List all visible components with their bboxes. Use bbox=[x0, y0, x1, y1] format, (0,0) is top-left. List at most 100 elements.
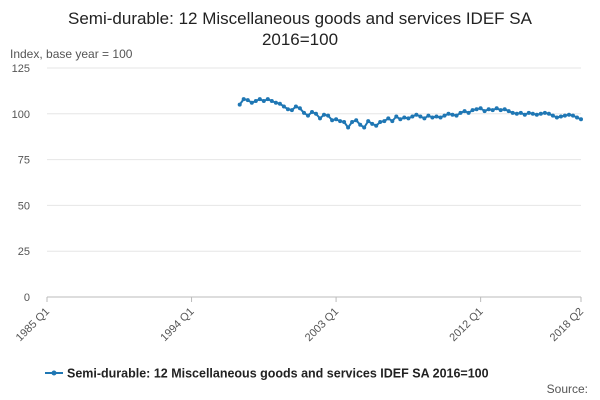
data-point bbox=[546, 111, 551, 116]
x-tick-label: 1994 Q1 bbox=[158, 306, 196, 344]
data-point bbox=[245, 98, 250, 103]
data-point bbox=[470, 108, 475, 113]
data-point bbox=[354, 118, 359, 123]
data-point bbox=[386, 116, 391, 121]
data-point bbox=[554, 115, 559, 120]
y-tick-label: 100 bbox=[12, 109, 30, 121]
data-point bbox=[458, 110, 463, 115]
data-point bbox=[253, 99, 258, 103]
data-point bbox=[466, 110, 471, 115]
data-point bbox=[358, 122, 363, 127]
data-point bbox=[366, 119, 371, 124]
data-point bbox=[506, 109, 511, 114]
data-point bbox=[289, 108, 294, 113]
data-point bbox=[394, 114, 399, 119]
data-point bbox=[446, 111, 451, 116]
data-point bbox=[410, 114, 415, 119]
y-tick-label: 50 bbox=[18, 200, 30, 212]
x-tick-label: 1985 Q1 bbox=[14, 306, 52, 344]
data-point bbox=[530, 111, 535, 116]
data-point bbox=[502, 107, 507, 112]
data-point bbox=[426, 113, 431, 118]
data-point bbox=[318, 116, 322, 121]
data-point bbox=[350, 120, 355, 124]
data-point bbox=[494, 106, 499, 111]
data-point bbox=[406, 116, 411, 121]
chart-title-line-1: Semi-durable: 12 Miscellaneous goods and… bbox=[68, 9, 533, 28]
x-tick-label: 2018 Q2 bbox=[548, 306, 586, 344]
data-point bbox=[257, 97, 262, 102]
data-point bbox=[422, 116, 427, 121]
data-point bbox=[277, 101, 282, 106]
data-point bbox=[562, 113, 567, 118]
y-tick-label: 75 bbox=[18, 155, 30, 167]
data-point bbox=[418, 114, 423, 119]
data-point bbox=[237, 102, 242, 107]
data-point bbox=[538, 111, 543, 116]
data-point bbox=[374, 123, 379, 128]
data-point bbox=[534, 112, 539, 117]
data-point bbox=[330, 118, 335, 123]
data-point bbox=[567, 112, 571, 117]
data-point bbox=[378, 120, 383, 124]
data-point bbox=[558, 114, 563, 119]
series-layer bbox=[237, 97, 583, 130]
data-point bbox=[414, 112, 419, 117]
data-point bbox=[362, 125, 367, 130]
data-point bbox=[486, 107, 491, 112]
data-point bbox=[434, 114, 439, 119]
x-tick-label: 2012 Q1 bbox=[447, 306, 485, 344]
data-point bbox=[474, 107, 479, 112]
chart-title-line-2: 2016=100 bbox=[262, 30, 338, 49]
gridlines bbox=[47, 67, 581, 252]
data-point bbox=[338, 119, 343, 124]
data-point bbox=[522, 112, 527, 117]
data-point bbox=[550, 113, 555, 118]
data-point bbox=[269, 99, 274, 103]
data-point bbox=[518, 110, 523, 115]
data-point bbox=[302, 110, 306, 115]
data-point bbox=[442, 113, 447, 118]
data-point bbox=[326, 113, 331, 118]
source-label: Source: bbox=[547, 382, 588, 396]
data-point bbox=[462, 109, 467, 114]
data-point bbox=[285, 107, 290, 112]
data-point bbox=[482, 109, 487, 114]
data-point bbox=[514, 111, 519, 116]
data-point bbox=[571, 113, 575, 118]
y-tick-label: 25 bbox=[18, 246, 30, 258]
data-point bbox=[346, 125, 351, 130]
y-axis-label: Index, base year = 100 bbox=[10, 47, 133, 61]
data-point bbox=[390, 119, 395, 124]
data-point bbox=[293, 104, 298, 109]
data-point bbox=[398, 117, 403, 122]
x-tick-label: 2003 Q1 bbox=[303, 306, 341, 344]
data-point bbox=[334, 117, 339, 122]
data-point bbox=[342, 120, 347, 124]
data-point bbox=[510, 110, 515, 115]
data-point bbox=[490, 108, 495, 113]
data-point bbox=[281, 104, 286, 109]
y-tick-label: 125 bbox=[12, 63, 30, 75]
data-point bbox=[265, 97, 270, 102]
legend-label: Semi-durable: 12 Miscellaneous goods and… bbox=[67, 367, 489, 381]
data-point bbox=[402, 115, 407, 120]
data-point bbox=[575, 115, 579, 120]
data-point bbox=[261, 99, 266, 103]
data-point bbox=[306, 113, 310, 118]
data-point bbox=[438, 115, 443, 120]
data-point bbox=[314, 111, 318, 116]
legend[interactable]: Semi-durable: 12 Miscellaneous goods and… bbox=[45, 367, 489, 381]
data-point bbox=[382, 119, 387, 124]
data-point bbox=[370, 121, 375, 126]
legend-swatch-marker bbox=[51, 370, 57, 376]
data-point bbox=[498, 108, 503, 113]
data-point bbox=[297, 106, 302, 111]
data-point bbox=[454, 113, 459, 118]
data-point bbox=[322, 112, 326, 117]
data-point bbox=[526, 110, 531, 115]
axes: 0 25 50 75 100 125 1985 Q1 1994 Q1 2003 Q1 2012 Q… bbox=[12, 63, 586, 344]
data-point bbox=[579, 117, 583, 122]
data-point bbox=[241, 97, 246, 102]
